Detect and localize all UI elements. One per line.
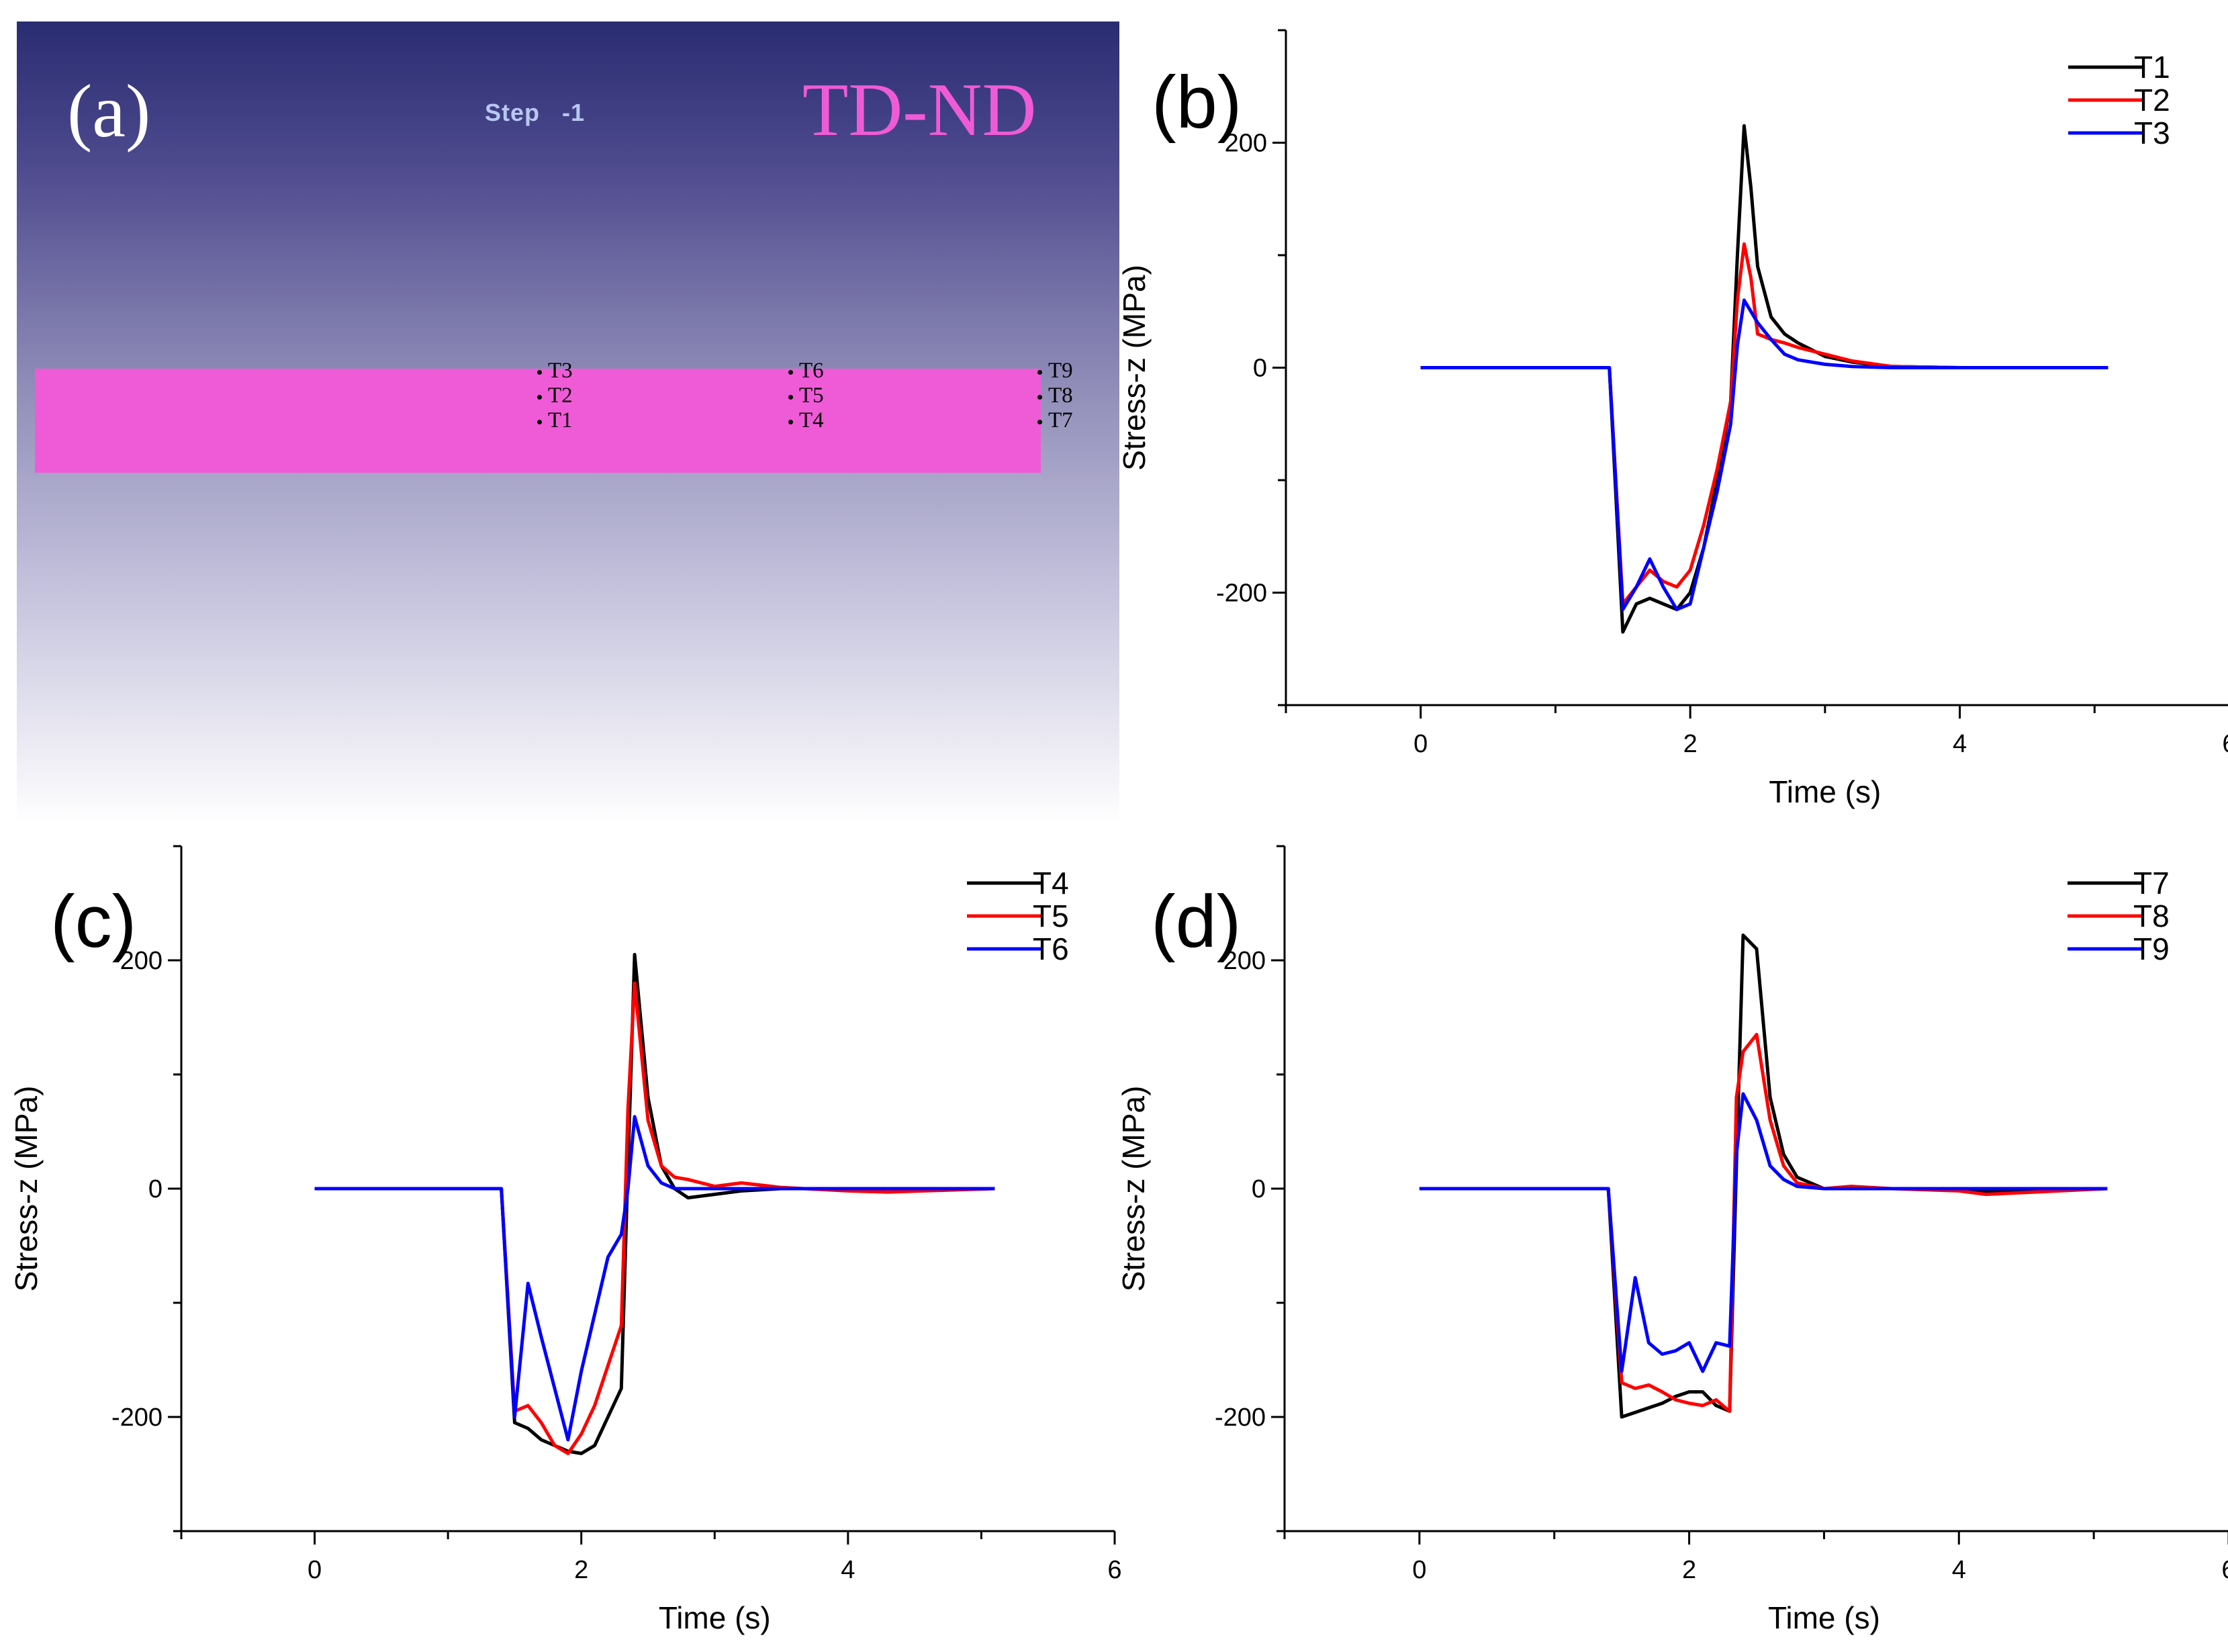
x-axis-label: Time (s) bbox=[1769, 774, 1881, 809]
legend-label: T7 bbox=[2133, 866, 2170, 901]
x-tick-label: 4 bbox=[1953, 730, 1967, 758]
legend-label: T8 bbox=[2133, 899, 2170, 933]
y-axis-label: Stress-z (MPa) bbox=[9, 1086, 44, 1292]
panel-label: (b) bbox=[1152, 61, 1242, 144]
series-line-t2 bbox=[1420, 242, 2108, 606]
y-tick-label: -200 bbox=[1215, 1404, 1266, 1432]
probe-t3: T3 bbox=[537, 360, 573, 382]
series-line-t3 bbox=[1420, 298, 2108, 612]
series-line-t6 bbox=[314, 1115, 995, 1442]
legend-label: T1 bbox=[2134, 50, 2170, 85]
y-tick-label: -200 bbox=[1216, 580, 1267, 608]
y-tick-label: 0 bbox=[148, 1175, 163, 1203]
panel-label: (c) bbox=[50, 880, 136, 963]
series-line-t5 bbox=[314, 981, 995, 1455]
legend-label: T4 bbox=[1033, 866, 1069, 901]
x-tick-label: 0 bbox=[1413, 730, 1428, 758]
panel-label: (d) bbox=[1151, 880, 1241, 963]
panel-a-simulation-view: (a) Step -1 TD-ND T3 T2 T1 T6 T5 T4 T9 T… bbox=[17, 21, 1119, 824]
y-axis-label: Stress-z (MPa) bbox=[1117, 265, 1152, 471]
probe-t1: T1 bbox=[537, 410, 573, 432]
y-axis-label: Stress-z (MPa) bbox=[1116, 1086, 1151, 1292]
x-tick-label: 2 bbox=[1683, 730, 1698, 758]
legend-label: T6 bbox=[1033, 931, 1069, 966]
probe-t7: T7 bbox=[1037, 410, 1073, 432]
x-tick-label: 2 bbox=[1682, 1556, 1696, 1584]
y-tick-label: 0 bbox=[1253, 355, 1267, 383]
probe-t2: T2 bbox=[537, 385, 573, 407]
step-label: Step bbox=[485, 99, 541, 126]
y-tick-label: 200 bbox=[1225, 130, 1267, 158]
series-line-t8 bbox=[1419, 1033, 2108, 1413]
legend-label: T3 bbox=[2134, 116, 2170, 150]
probe-t8: T8 bbox=[1037, 385, 1073, 407]
x-tick-label: 6 bbox=[2221, 1556, 2228, 1584]
probe-t5: T5 bbox=[788, 385, 824, 407]
y-tick-label: 0 bbox=[1252, 1175, 1266, 1203]
x-axis-label: Time (s) bbox=[659, 1600, 771, 1635]
x-tick-label: 4 bbox=[841, 1556, 855, 1584]
legend-label: T9 bbox=[2133, 931, 2170, 966]
series-line-t9 bbox=[1419, 1092, 2108, 1373]
legend-label: T2 bbox=[2134, 83, 2170, 118]
probe-t6: T6 bbox=[788, 360, 824, 382]
x-tick-label: 0 bbox=[308, 1556, 322, 1584]
series-line-t7 bbox=[1419, 933, 2108, 1419]
step-indicator: Step -1 bbox=[485, 99, 585, 127]
x-tick-label: 2 bbox=[574, 1556, 588, 1584]
y-tick-label: 200 bbox=[120, 947, 163, 975]
legend-label: T5 bbox=[1033, 899, 1069, 933]
probe-t9: T9 bbox=[1037, 360, 1073, 382]
panel-a-label: (a) bbox=[67, 70, 151, 153]
y-tick-label: -200 bbox=[111, 1404, 163, 1432]
series-line-t4 bbox=[314, 953, 995, 1455]
x-tick-label: 6 bbox=[2222, 730, 2228, 758]
y-tick-label: 200 bbox=[1223, 947, 1266, 975]
x-tick-label: 4 bbox=[1952, 1556, 1966, 1584]
x-tick-label: 6 bbox=[1107, 1556, 1121, 1584]
step-value: -1 bbox=[562, 99, 586, 126]
series-line-t1 bbox=[1420, 124, 2108, 634]
x-tick-label: 0 bbox=[1412, 1556, 1426, 1584]
view-plane-label: TD-ND bbox=[802, 68, 1037, 152]
probe-t4: T4 bbox=[788, 410, 824, 432]
x-axis-label: Time (s) bbox=[1768, 1600, 1880, 1635]
